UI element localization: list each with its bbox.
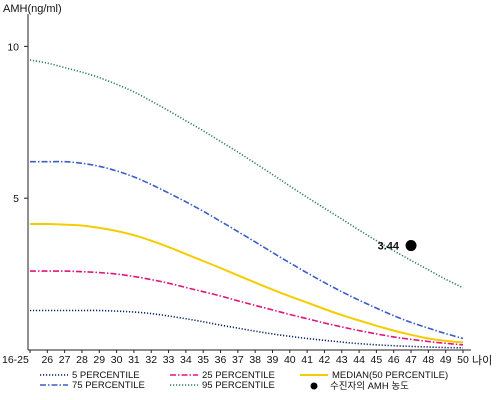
x-tick-label: 35 [197,354,209,366]
series-line-95-percentile [29,59,464,289]
x-tick-label: 43 [336,354,348,366]
legend-label: 75 PERCENTILE [72,380,145,391]
x-tick-label: 30 [111,354,123,366]
series-line-75-percentile [30,160,464,340]
y-tick-label: 5 [13,193,19,205]
legend-label-point: 수진자의 AMH 농도 [330,381,409,392]
x-tick-label: 49 [440,354,452,366]
x-tick-label: 29 [93,354,105,366]
legend-label: 95 PERCENTILE [202,380,275,391]
x-tick-label: 47 [405,354,417,366]
x-tick-label: 42 [319,354,331,366]
x-tick-label: 38 [249,354,261,366]
x-tick-label: 27 [59,354,71,366]
legend-swatch-point [310,382,318,390]
x-tick-label: 44 [353,354,365,366]
x-tick-label: 50 [457,354,469,366]
series-line-25-percentile [29,270,464,346]
x-tick-label: 37 [232,354,244,366]
patient-amh-value-label: 3.44 [378,241,400,253]
series-line-median-50-percentile [29,222,464,344]
x-tick-label: 32 [145,354,157,366]
legend-label: MEDIAN(50 PERCENTILE) [332,370,448,381]
x-tick-label: 41 [301,354,313,366]
x-axis-label: 나이 [472,354,492,367]
x-tick-label: 33 [163,354,175,366]
x-tick-label: 16-25 [2,354,29,366]
x-tick-label: 40 [284,354,296,366]
x-tick-label: 48 [423,354,435,366]
x-tick-label: 31 [128,354,140,366]
patient-amh-point [405,240,417,252]
legend-label: 25 PERCENTILE [202,370,275,381]
x-tick-label: 26 [41,354,53,366]
legend-label: 5 PERCENTILE [72,370,140,381]
x-tick-label: 39 [267,354,279,366]
x-tick-label: 36 [215,354,227,366]
x-tick-label: 46 [388,354,400,366]
x-tick-label: 45 [371,354,383,366]
series-line-5-percentile [30,309,464,349]
y-tick-label: 10 [7,41,19,53]
y-axis-label: AMH(ng/ml) [3,3,62,15]
x-tick-label: 34 [180,354,192,366]
x-tick-label: 28 [76,354,88,366]
